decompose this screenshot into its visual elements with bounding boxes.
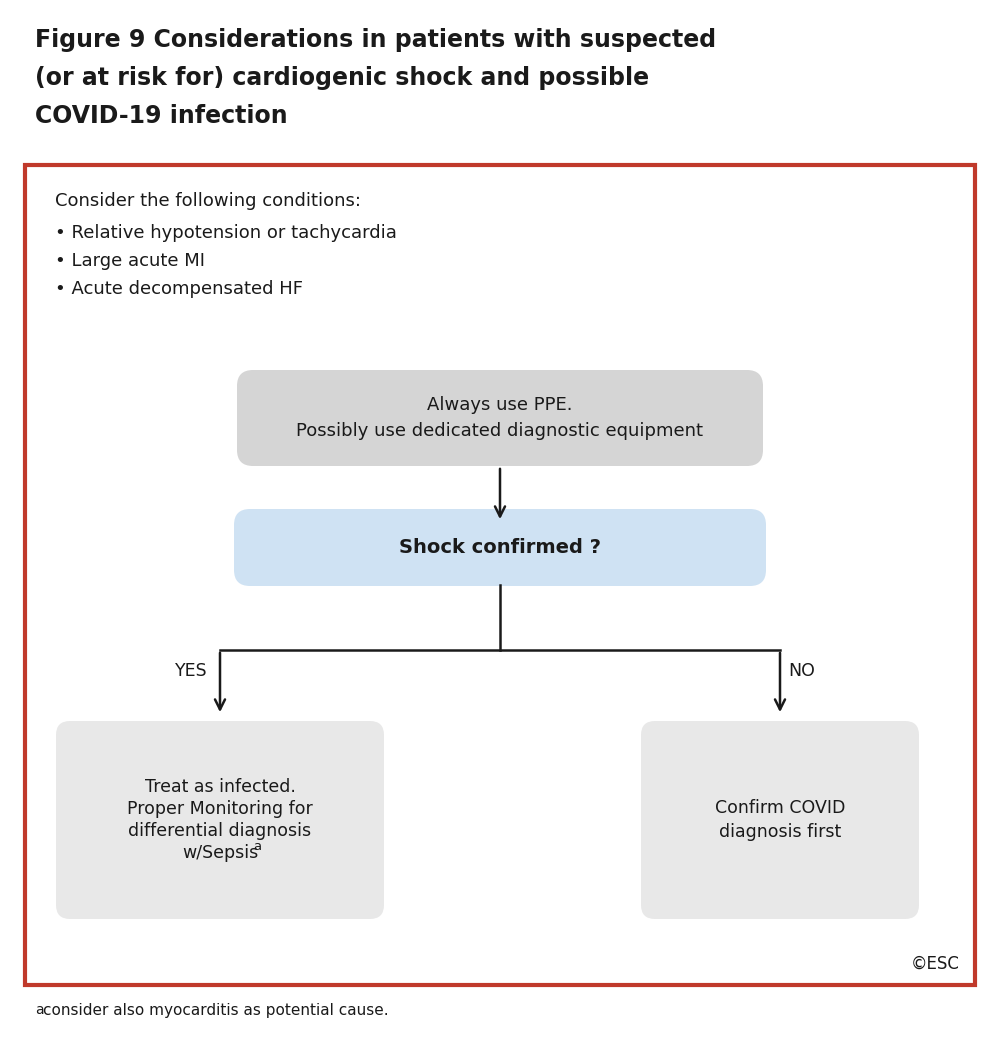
- Text: a: a: [35, 1003, 44, 1017]
- Text: Shock confirmed ?: Shock confirmed ?: [399, 538, 601, 557]
- Text: differential diagnosis: differential diagnosis: [128, 822, 312, 840]
- Text: a: a: [253, 840, 261, 854]
- Text: Confirm COVID: Confirm COVID: [715, 799, 845, 817]
- Text: ©ESC: ©ESC: [911, 955, 960, 973]
- Text: NO: NO: [788, 662, 815, 680]
- Text: Consider the following conditions:: Consider the following conditions:: [55, 192, 361, 210]
- Text: • Relative hypotension or tachycardia: • Relative hypotension or tachycardia: [55, 224, 397, 242]
- Text: (or at risk for) cardiogenic shock and possible: (or at risk for) cardiogenic shock and p…: [35, 66, 649, 90]
- Text: Proper Monitoring for: Proper Monitoring for: [127, 800, 313, 818]
- Text: diagnosis first: diagnosis first: [719, 823, 841, 841]
- FancyBboxPatch shape: [234, 509, 766, 586]
- Text: Always use PPE.
Possibly use dedicated diagnostic equipment: Always use PPE. Possibly use dedicated d…: [296, 397, 704, 440]
- Text: consider also myocarditis as potential cause.: consider also myocarditis as potential c…: [43, 1003, 389, 1018]
- Text: • Large acute MI: • Large acute MI: [55, 252, 205, 270]
- FancyBboxPatch shape: [641, 721, 919, 919]
- Text: COVID-19 infection: COVID-19 infection: [35, 104, 288, 128]
- Text: • Acute decompensated HF: • Acute decompensated HF: [55, 280, 303, 298]
- FancyBboxPatch shape: [56, 721, 384, 919]
- Text: w/Sepsis: w/Sepsis: [182, 844, 258, 862]
- FancyBboxPatch shape: [237, 370, 763, 466]
- Text: YES: YES: [175, 662, 208, 680]
- Text: Treat as infected.: Treat as infected.: [145, 778, 295, 796]
- FancyBboxPatch shape: [25, 165, 975, 984]
- Text: Figure 9 Considerations in patients with suspected: Figure 9 Considerations in patients with…: [35, 28, 716, 52]
